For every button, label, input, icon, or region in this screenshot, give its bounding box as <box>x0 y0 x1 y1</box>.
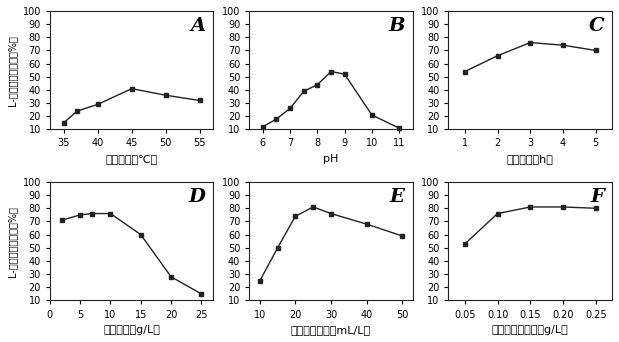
X-axis label: 底物浓度（g/L）: 底物浓度（g/L） <box>103 325 160 335</box>
Text: F: F <box>590 188 604 206</box>
X-axis label: 固定化酶体积（mL/L）: 固定化酶体积（mL/L） <box>291 325 371 335</box>
Text: A: A <box>190 17 206 35</box>
X-axis label: 反应时间（h）: 反应时间（h） <box>507 154 554 164</box>
Y-axis label: L-半胱氨酸转化率（%）: L-半胱氨酸转化率（%） <box>7 35 17 106</box>
Text: D: D <box>188 188 206 206</box>
Y-axis label: L-半胱氨酸转化率（%）: L-半胱氨酸转化率（%） <box>7 206 17 277</box>
X-axis label: 磷酸吡哆醛浓度（g/L）: 磷酸吡哆醛浓度（g/L） <box>492 325 569 335</box>
X-axis label: pH: pH <box>323 154 339 164</box>
Text: E: E <box>390 188 405 206</box>
X-axis label: 反应温度（℃）: 反应温度（℃） <box>106 154 158 164</box>
Text: C: C <box>589 17 604 35</box>
Text: B: B <box>388 17 405 35</box>
